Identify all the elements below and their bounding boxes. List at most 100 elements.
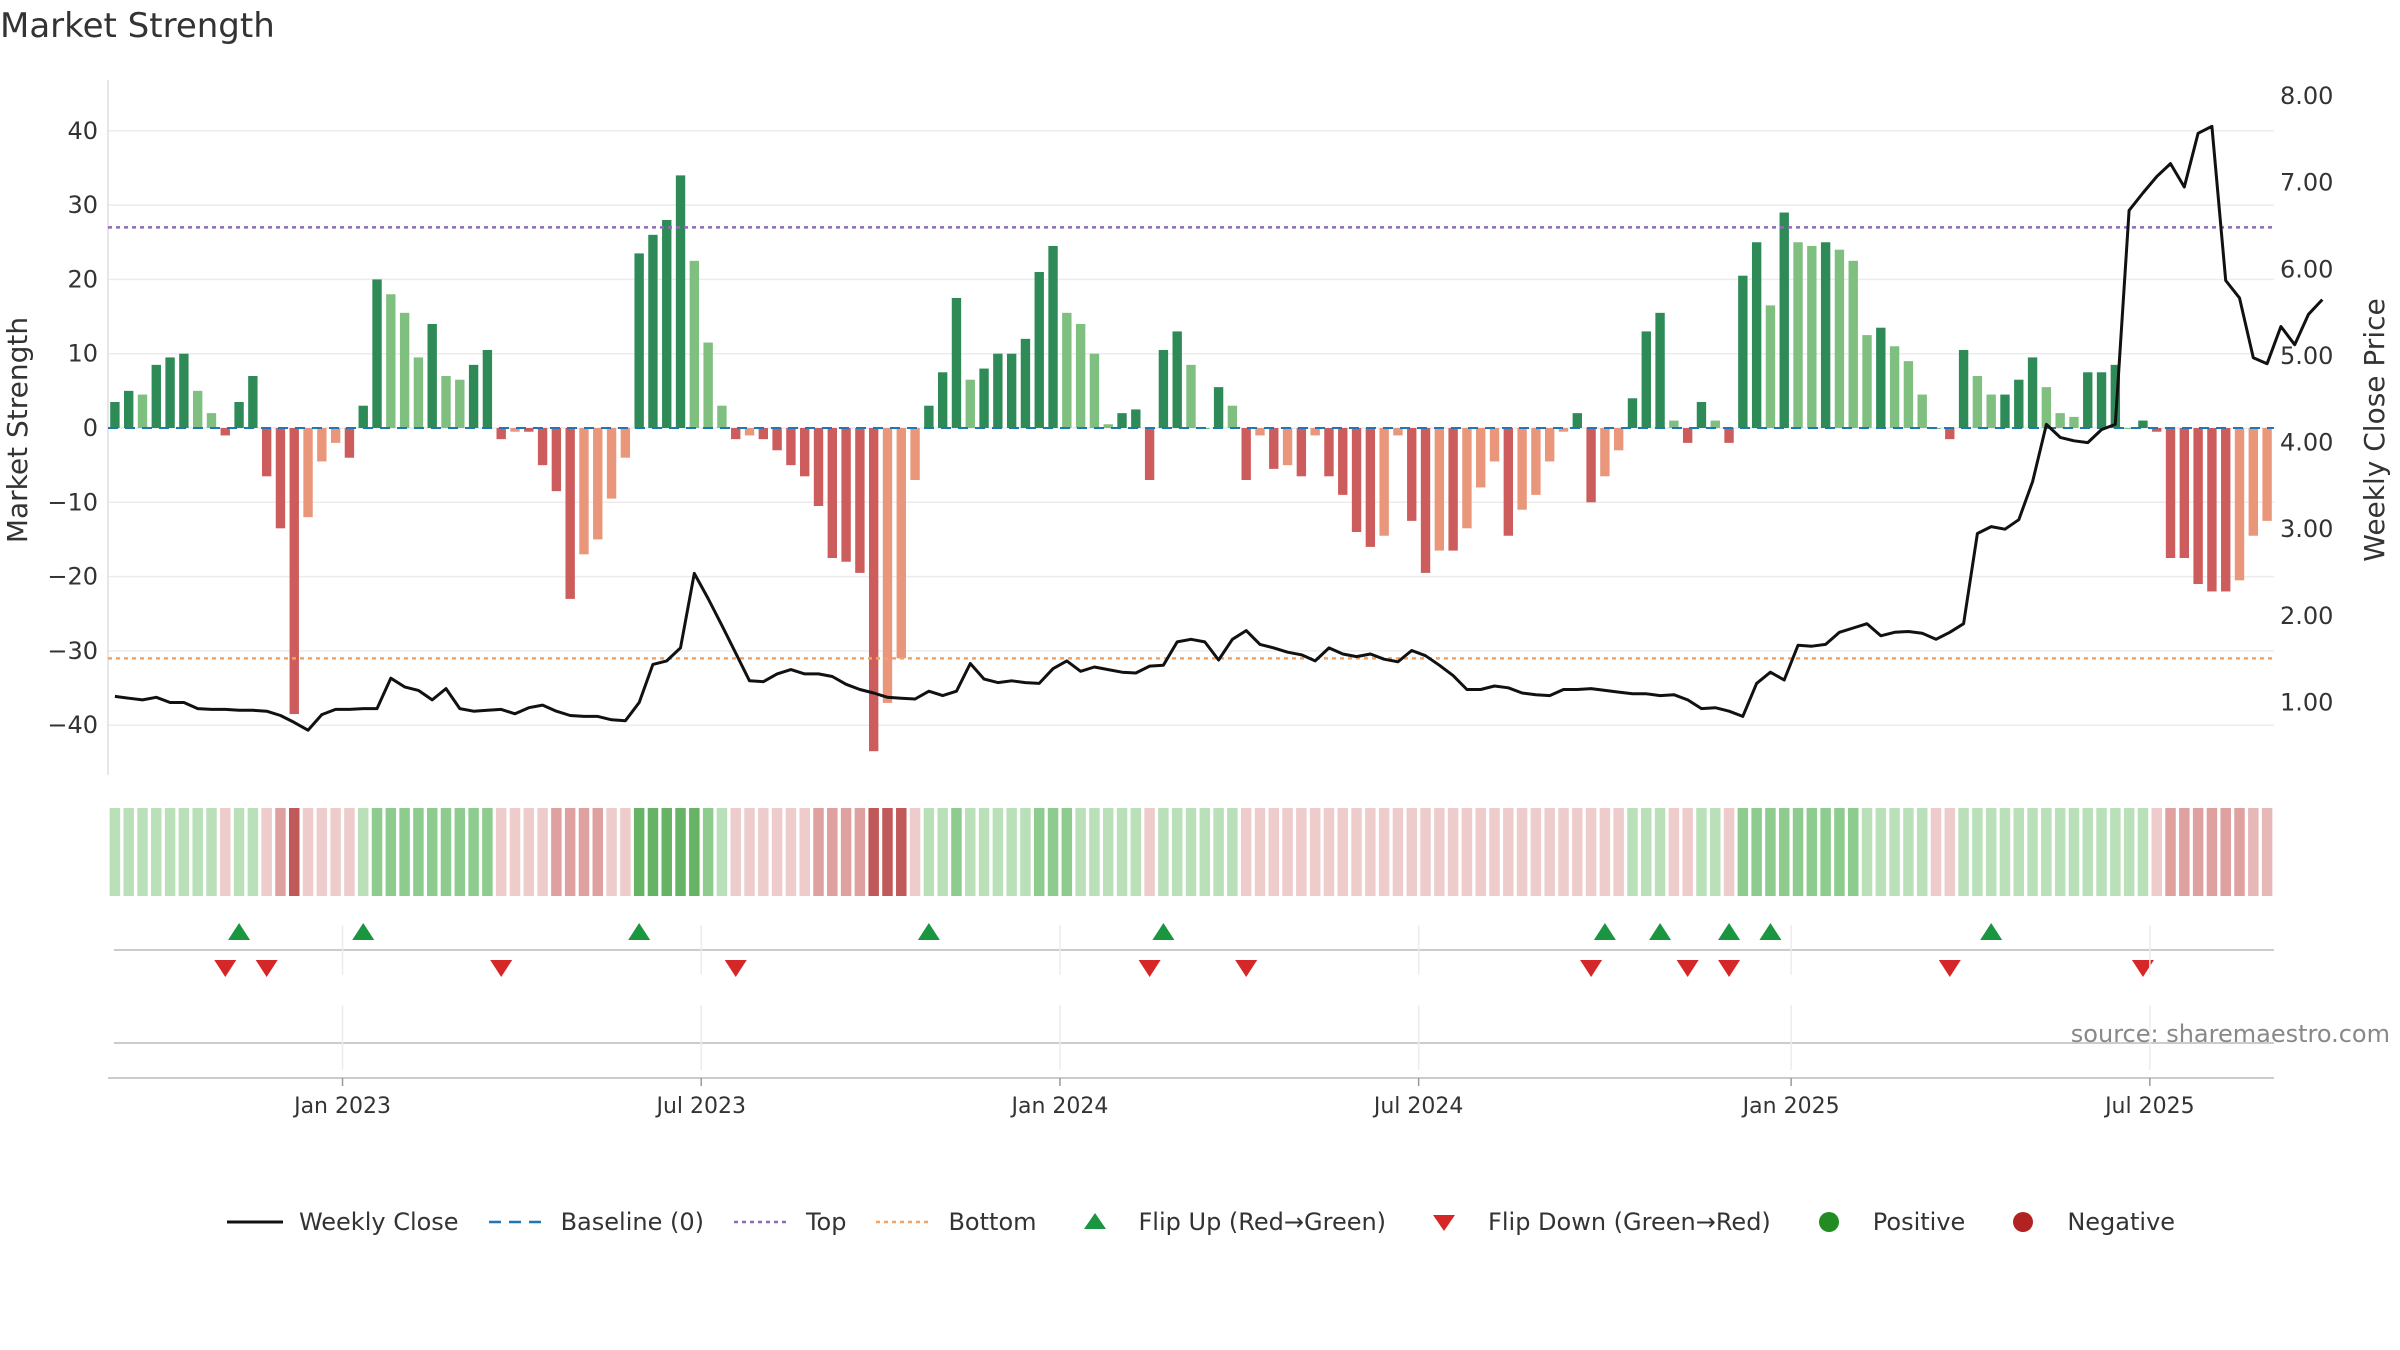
state-cell — [1668, 808, 1680, 896]
state-cell — [1861, 808, 1873, 896]
strength-bar — [413, 357, 424, 428]
state-cell — [1696, 808, 1707, 896]
state-cell — [1765, 808, 1776, 896]
legend-label: Negative — [2067, 1208, 2176, 1236]
state-cell — [440, 808, 452, 896]
state-cell — [109, 808, 121, 896]
strength-bar — [1862, 335, 1872, 428]
state-cell — [454, 808, 466, 896]
flip-down-marker — [1235, 960, 1258, 977]
flip-up-marker — [1152, 923, 1175, 940]
strength-bar — [703, 342, 713, 428]
strength-bar — [1917, 394, 1927, 428]
legend-item-flip_up: Flip Up (Red→Green) — [1065, 1208, 1387, 1236]
state-cell — [702, 808, 714, 896]
strength-bar — [1669, 420, 1679, 428]
legend-item-flip_down: Flip Down (Green→Red) — [1414, 1208, 1771, 1236]
strength-bar — [1572, 413, 1582, 428]
strength-bar — [2041, 387, 2052, 428]
legend-label: Flip Up (Red→Green) — [1138, 1208, 1387, 1236]
strength-bar — [220, 428, 230, 436]
strength-bar — [1558, 428, 1569, 432]
right-tick-label: 1.00 — [2280, 689, 2333, 717]
x-tick-label: Jul 2024 — [1372, 1094, 1464, 1119]
strength-bar — [579, 428, 589, 555]
strength-bar — [1269, 428, 1279, 469]
state-cell — [371, 808, 383, 896]
strength-bar — [1338, 428, 1348, 495]
state-cell — [965, 808, 976, 896]
strength-bar — [1434, 428, 1445, 551]
strength-bar — [1807, 245, 1817, 428]
legend-label: Weekly Close — [298, 1208, 459, 1236]
state-cell — [123, 808, 134, 896]
strength-bar — [110, 401, 120, 428]
state-cell — [551, 808, 562, 896]
strength-bar — [151, 364, 161, 428]
dashed-line-icon — [488, 1220, 545, 1224]
legend-marker — [2013, 1212, 2034, 1232]
strength-bar — [1144, 428, 1155, 481]
strength-bar — [1972, 375, 1983, 428]
strength-bar — [1986, 394, 1996, 428]
strength-bar — [192, 390, 203, 428]
strength-bar — [289, 428, 299, 715]
flip-up-marker — [1759, 923, 1782, 940]
strength-bar — [1103, 424, 1113, 428]
strength-bar — [468, 364, 479, 428]
strength-bar — [1365, 428, 1376, 547]
state-cell — [1144, 808, 1155, 896]
strength-bar — [675, 175, 686, 428]
strength-bar — [841, 428, 851, 562]
left-tick-label: 40 — [67, 117, 98, 145]
state-cell — [316, 808, 328, 896]
strength-bar — [1958, 349, 1969, 428]
strength-bar — [1420, 428, 1431, 573]
state-cell — [1406, 808, 1417, 896]
state-cell — [1723, 808, 1735, 896]
state-cell — [2068, 808, 2080, 896]
state-cell — [1378, 808, 1390, 896]
state-cell — [923, 808, 935, 896]
state-cell — [771, 808, 783, 896]
flip-up-marker — [352, 923, 375, 940]
state-cell — [1944, 808, 1956, 896]
state-cell — [896, 808, 907, 896]
state-cell — [1075, 808, 1086, 896]
strength-bar — [1448, 428, 1458, 551]
state-cell — [1820, 808, 1831, 896]
x-tick-label: Jan 2023 — [292, 1094, 391, 1119]
legend-item-negative: Negative — [1993, 1208, 2175, 1236]
strength-bar — [1641, 331, 1651, 428]
strength-bar — [1696, 401, 1707, 428]
strength-bar — [372, 279, 382, 428]
state-cell — [1792, 808, 1804, 896]
state-cell — [1737, 808, 1749, 896]
strength-bar — [261, 428, 272, 477]
state-cell — [247, 808, 259, 896]
state-cell — [357, 808, 369, 896]
strength-bar — [248, 375, 258, 428]
flip-down-marker — [724, 960, 747, 977]
state-cell — [509, 808, 521, 896]
flip-up-marker — [1593, 923, 1616, 940]
strength-bar — [786, 428, 796, 466]
state-cell — [2165, 808, 2176, 896]
flip-up-marker — [228, 923, 251, 940]
strength-bar — [1310, 428, 1320, 436]
strength-bar — [2014, 379, 2024, 428]
right-tick-label: 2.00 — [2280, 602, 2333, 630]
triangle-up-icon — [1083, 1213, 1106, 1229]
strength-bar — [2262, 428, 2272, 521]
strength-bar — [1407, 428, 1417, 521]
strength-bar — [1172, 331, 1182, 428]
strength-bar — [427, 323, 437, 428]
strength-bar — [565, 428, 575, 599]
weekly-close-line — [114, 124, 2324, 732]
source-credit: source: sharemaestro.com — [2070, 1020, 2390, 1048]
strength-bar — [1793, 242, 1803, 428]
x-tick-label: Jan 2024 — [1009, 1094, 1108, 1119]
reference-lines — [108, 226, 2274, 660]
left-tick-label: −20 — [47, 563, 98, 591]
flip-down-marker — [1718, 960, 1741, 977]
